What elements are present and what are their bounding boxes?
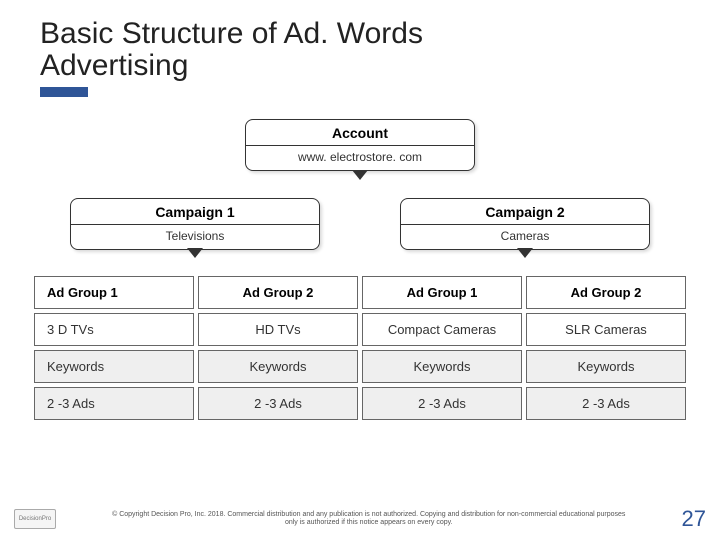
campaign-row: Campaign 1 Televisions Campaign 2 Camera… — [30, 198, 690, 250]
table-cell: 3 D TVs — [34, 313, 194, 346]
account-label: Account — [246, 120, 474, 145]
copyright-text: © Copyright Decision Pro, Inc. 2018. Com… — [66, 511, 672, 527]
campaign-2-label: Campaign 2 — [401, 199, 649, 224]
table-cell: 2 -3 Ads — [526, 387, 686, 420]
adgroup-table: Ad Group 1 Ad Group 2 Ad Group 1 Ad Grou… — [30, 272, 690, 424]
adgroup-header: Ad Group 2 — [526, 276, 686, 309]
title-line-2: Advertising — [40, 49, 188, 82]
footer: DecisionPro © Copyright Decision Pro, In… — [0, 506, 720, 532]
connector-campaign-row — [30, 249, 690, 258]
chevron-down-icon — [352, 170, 368, 180]
table-cell: 2 -3 Ads — [198, 387, 358, 420]
account-sub: www. electrostore. com — [246, 145, 474, 170]
table-cell: SLR Cameras — [526, 313, 686, 346]
table-cell: Keywords — [198, 350, 358, 383]
campaign-2-node: Campaign 2 Cameras — [400, 198, 650, 250]
page-number: 27 — [682, 506, 706, 532]
chevron-down-icon — [187, 248, 203, 258]
campaign-1-node: Campaign 1 Televisions — [70, 198, 320, 250]
campaign-1-label: Campaign 1 — [71, 199, 319, 224]
table-row: 3 D TVs HD TVs Compact Cameras SLR Camer… — [34, 313, 686, 346]
table-cell: HD TVs — [198, 313, 358, 346]
slide-title: Basic Structure of Ad. Words Advertising — [0, 0, 720, 81]
table-cell: 2 -3 Ads — [362, 387, 522, 420]
title-line-1: Basic Structure of Ad. Words — [40, 17, 423, 50]
table-cell: Compact Cameras — [362, 313, 522, 346]
table-row: Keywords Keywords Keywords Keywords — [34, 350, 686, 383]
account-node: Account www. electrostore. com — [245, 119, 475, 171]
chevron-down-icon — [517, 248, 533, 258]
adgroup-header: Ad Group 1 — [34, 276, 194, 309]
accent-bar — [40, 87, 88, 97]
logo: DecisionPro — [14, 509, 56, 529]
table-cell: 2 -3 Ads — [34, 387, 194, 420]
adgroup-tbody: 3 D TVs HD TVs Compact Cameras SLR Camer… — [34, 313, 686, 420]
table-header-row: Ad Group 1 Ad Group 2 Ad Group 1 Ad Grou… — [34, 276, 686, 309]
table-cell: Keywords — [34, 350, 194, 383]
hierarchy-diagram: Account www. electrostore. com Campaign … — [0, 119, 720, 424]
adgroup-header: Ad Group 2 — [198, 276, 358, 309]
table-cell: Keywords — [526, 350, 686, 383]
adgroup-header: Ad Group 1 — [362, 276, 522, 309]
campaign-1-sub: Televisions — [71, 224, 319, 249]
table-cell: Keywords — [362, 350, 522, 383]
connector-account-down — [30, 171, 690, 180]
table-row: 2 -3 Ads 2 -3 Ads 2 -3 Ads 2 -3 Ads — [34, 387, 686, 420]
campaign-2-sub: Cameras — [401, 224, 649, 249]
